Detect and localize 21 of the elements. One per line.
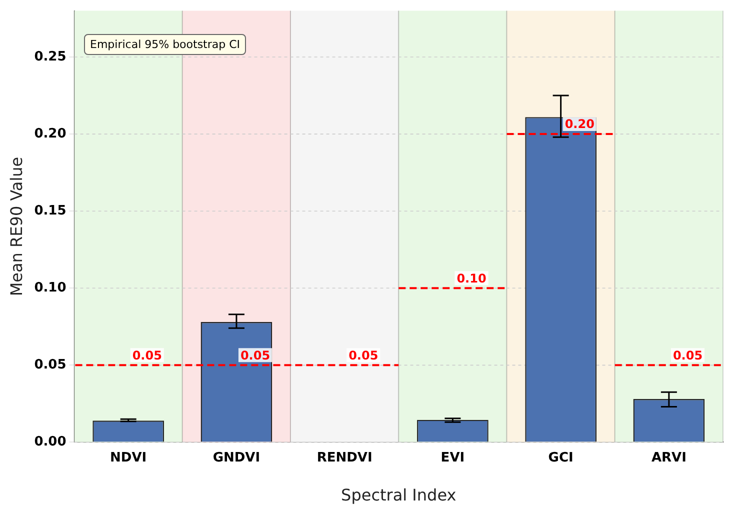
x-tick-label: GCI xyxy=(548,450,574,466)
y-tick-label: 0.15 xyxy=(34,203,66,218)
x-axis-title: Spectral Index xyxy=(341,486,456,505)
y-tick-label: 0.25 xyxy=(34,49,66,64)
x-tick-label: EVI xyxy=(440,450,465,466)
data-label: 0.05 xyxy=(348,348,378,362)
x-tick-label: RENDVI xyxy=(316,450,372,466)
data-label: 0.20 xyxy=(564,117,594,132)
y-tick-label: 0.00 xyxy=(34,434,66,450)
x-tick-label: NDVI xyxy=(110,450,147,466)
y-tick-label: 0.10 xyxy=(34,280,66,296)
y-tick-label: 0.20 xyxy=(34,126,66,142)
x-tick-label: ARVI xyxy=(651,450,686,466)
data-label: 0.05 xyxy=(132,348,162,362)
annotation: Empirical 95% bootstrap CI xyxy=(84,34,246,55)
data-label: 0.10 xyxy=(456,271,486,286)
y-axis-title: Mean RE90 Value xyxy=(6,156,26,296)
x-tick-label: GNDVI xyxy=(212,450,260,466)
data-label: 0.05 xyxy=(672,348,703,362)
data-label: 0.05 xyxy=(240,348,270,362)
y-tick-label: 0.05 xyxy=(34,358,66,373)
